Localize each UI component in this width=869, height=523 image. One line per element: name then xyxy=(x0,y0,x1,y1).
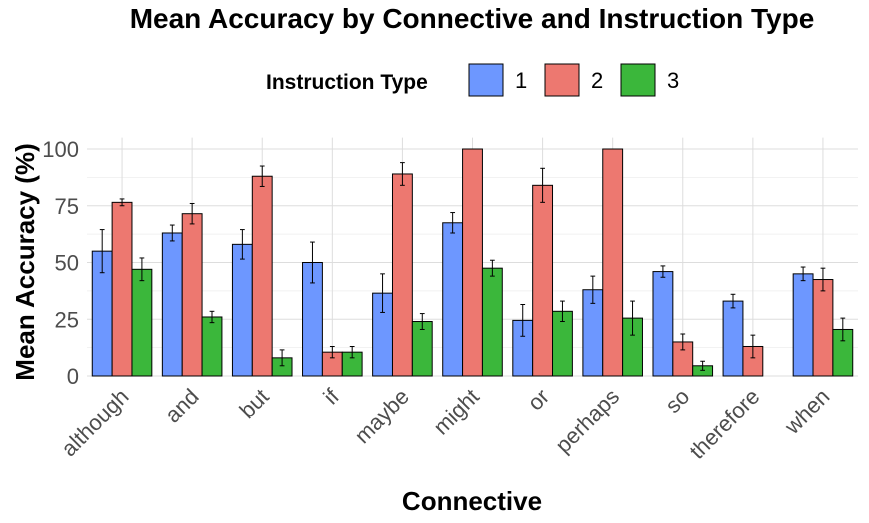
x-tick-label: might xyxy=(428,384,484,440)
error-bar xyxy=(329,345,335,359)
x-tick-label: maybe xyxy=(350,384,414,448)
error-bar xyxy=(590,275,596,304)
error-bar xyxy=(840,317,846,342)
y-tick-label: 100 xyxy=(42,137,79,162)
error-bar xyxy=(730,293,736,309)
error-bar xyxy=(660,265,666,278)
x-axis-label: Connective xyxy=(402,486,542,516)
error-bar xyxy=(419,313,425,330)
x-tick-label: therefore xyxy=(684,384,764,464)
error-bar xyxy=(820,267,826,292)
bar-but-series-1 xyxy=(231,243,253,377)
error-bar xyxy=(560,300,565,323)
legend-key xyxy=(620,63,656,97)
bar-might-series-3 xyxy=(481,267,503,377)
y-axis: 0 25 50 75 100 xyxy=(42,137,79,389)
bar-although-series-2 xyxy=(111,201,133,377)
error-bar xyxy=(169,224,175,242)
bar-so-series-1 xyxy=(652,271,674,377)
bar-or-series-2 xyxy=(532,184,554,377)
legend-item-1: 1 xyxy=(468,63,527,97)
x-tick-label: if xyxy=(318,383,344,409)
error-bar xyxy=(520,303,526,337)
x-tick-label: so xyxy=(660,384,694,418)
x-tick-label: although xyxy=(56,384,133,461)
error-bar xyxy=(189,202,195,225)
error-bar xyxy=(209,310,215,324)
error-bar xyxy=(380,273,385,313)
error-bar xyxy=(400,162,405,186)
error-bar xyxy=(540,167,545,203)
error-bar xyxy=(489,259,495,277)
bar-when-series-2 xyxy=(812,279,834,377)
error-bar xyxy=(800,266,806,282)
error-bar xyxy=(750,334,756,359)
bar-maybe-series-2 xyxy=(391,173,413,377)
x-tick-label: but xyxy=(234,384,273,423)
error-bar xyxy=(349,345,355,359)
bar-when-series-1 xyxy=(792,273,814,377)
bar-but-series-2 xyxy=(251,175,273,377)
error-bar xyxy=(279,349,285,367)
error-bar xyxy=(310,241,315,284)
error-bar xyxy=(680,333,686,351)
bar-perhaps-series-2 xyxy=(602,148,624,377)
y-tick-label: 25 xyxy=(55,307,79,332)
x-tick-label: perhaps xyxy=(550,384,624,458)
legend-label: 3 xyxy=(667,68,679,93)
legend-title: Instruction Type xyxy=(266,71,428,94)
bar-and-series-1 xyxy=(161,232,183,377)
chart-title: Mean Accuracy by Connective and Instruct… xyxy=(130,3,815,34)
bar-and-series-2 xyxy=(181,213,203,377)
legend-label: 2 xyxy=(591,68,603,93)
legend-label: 1 xyxy=(515,68,527,93)
error-bar xyxy=(139,257,145,282)
x-tick-label: when xyxy=(779,384,835,440)
error-bar xyxy=(239,229,245,260)
bar-might-series-1 xyxy=(442,222,464,377)
bar-therefore-series-1 xyxy=(722,300,744,377)
y-tick-label: 75 xyxy=(55,194,79,219)
error-bar xyxy=(259,165,265,187)
bar-although-series-3 xyxy=(131,268,153,377)
error-bar xyxy=(450,212,456,234)
error-bar xyxy=(99,229,105,274)
legend-key xyxy=(544,63,580,97)
x-tick-label: and xyxy=(160,384,204,428)
bars xyxy=(91,148,854,377)
y-tick-label: 0 xyxy=(67,364,79,389)
legend-item-3: 3 xyxy=(620,63,679,97)
legend: Instruction Type 1 2 3 xyxy=(266,63,679,97)
error-bar xyxy=(700,360,706,371)
y-tick-label: 50 xyxy=(55,251,79,276)
x-tick-label: or xyxy=(523,384,555,416)
bar-might-series-2 xyxy=(462,148,483,377)
error-bar xyxy=(630,300,635,336)
bar-and-series-3 xyxy=(201,316,223,377)
legend-key xyxy=(468,63,504,97)
legend-item-2: 2 xyxy=(544,63,603,97)
error-bar xyxy=(119,198,125,207)
y-axis-label: Mean Accuracy (%) xyxy=(10,143,40,380)
